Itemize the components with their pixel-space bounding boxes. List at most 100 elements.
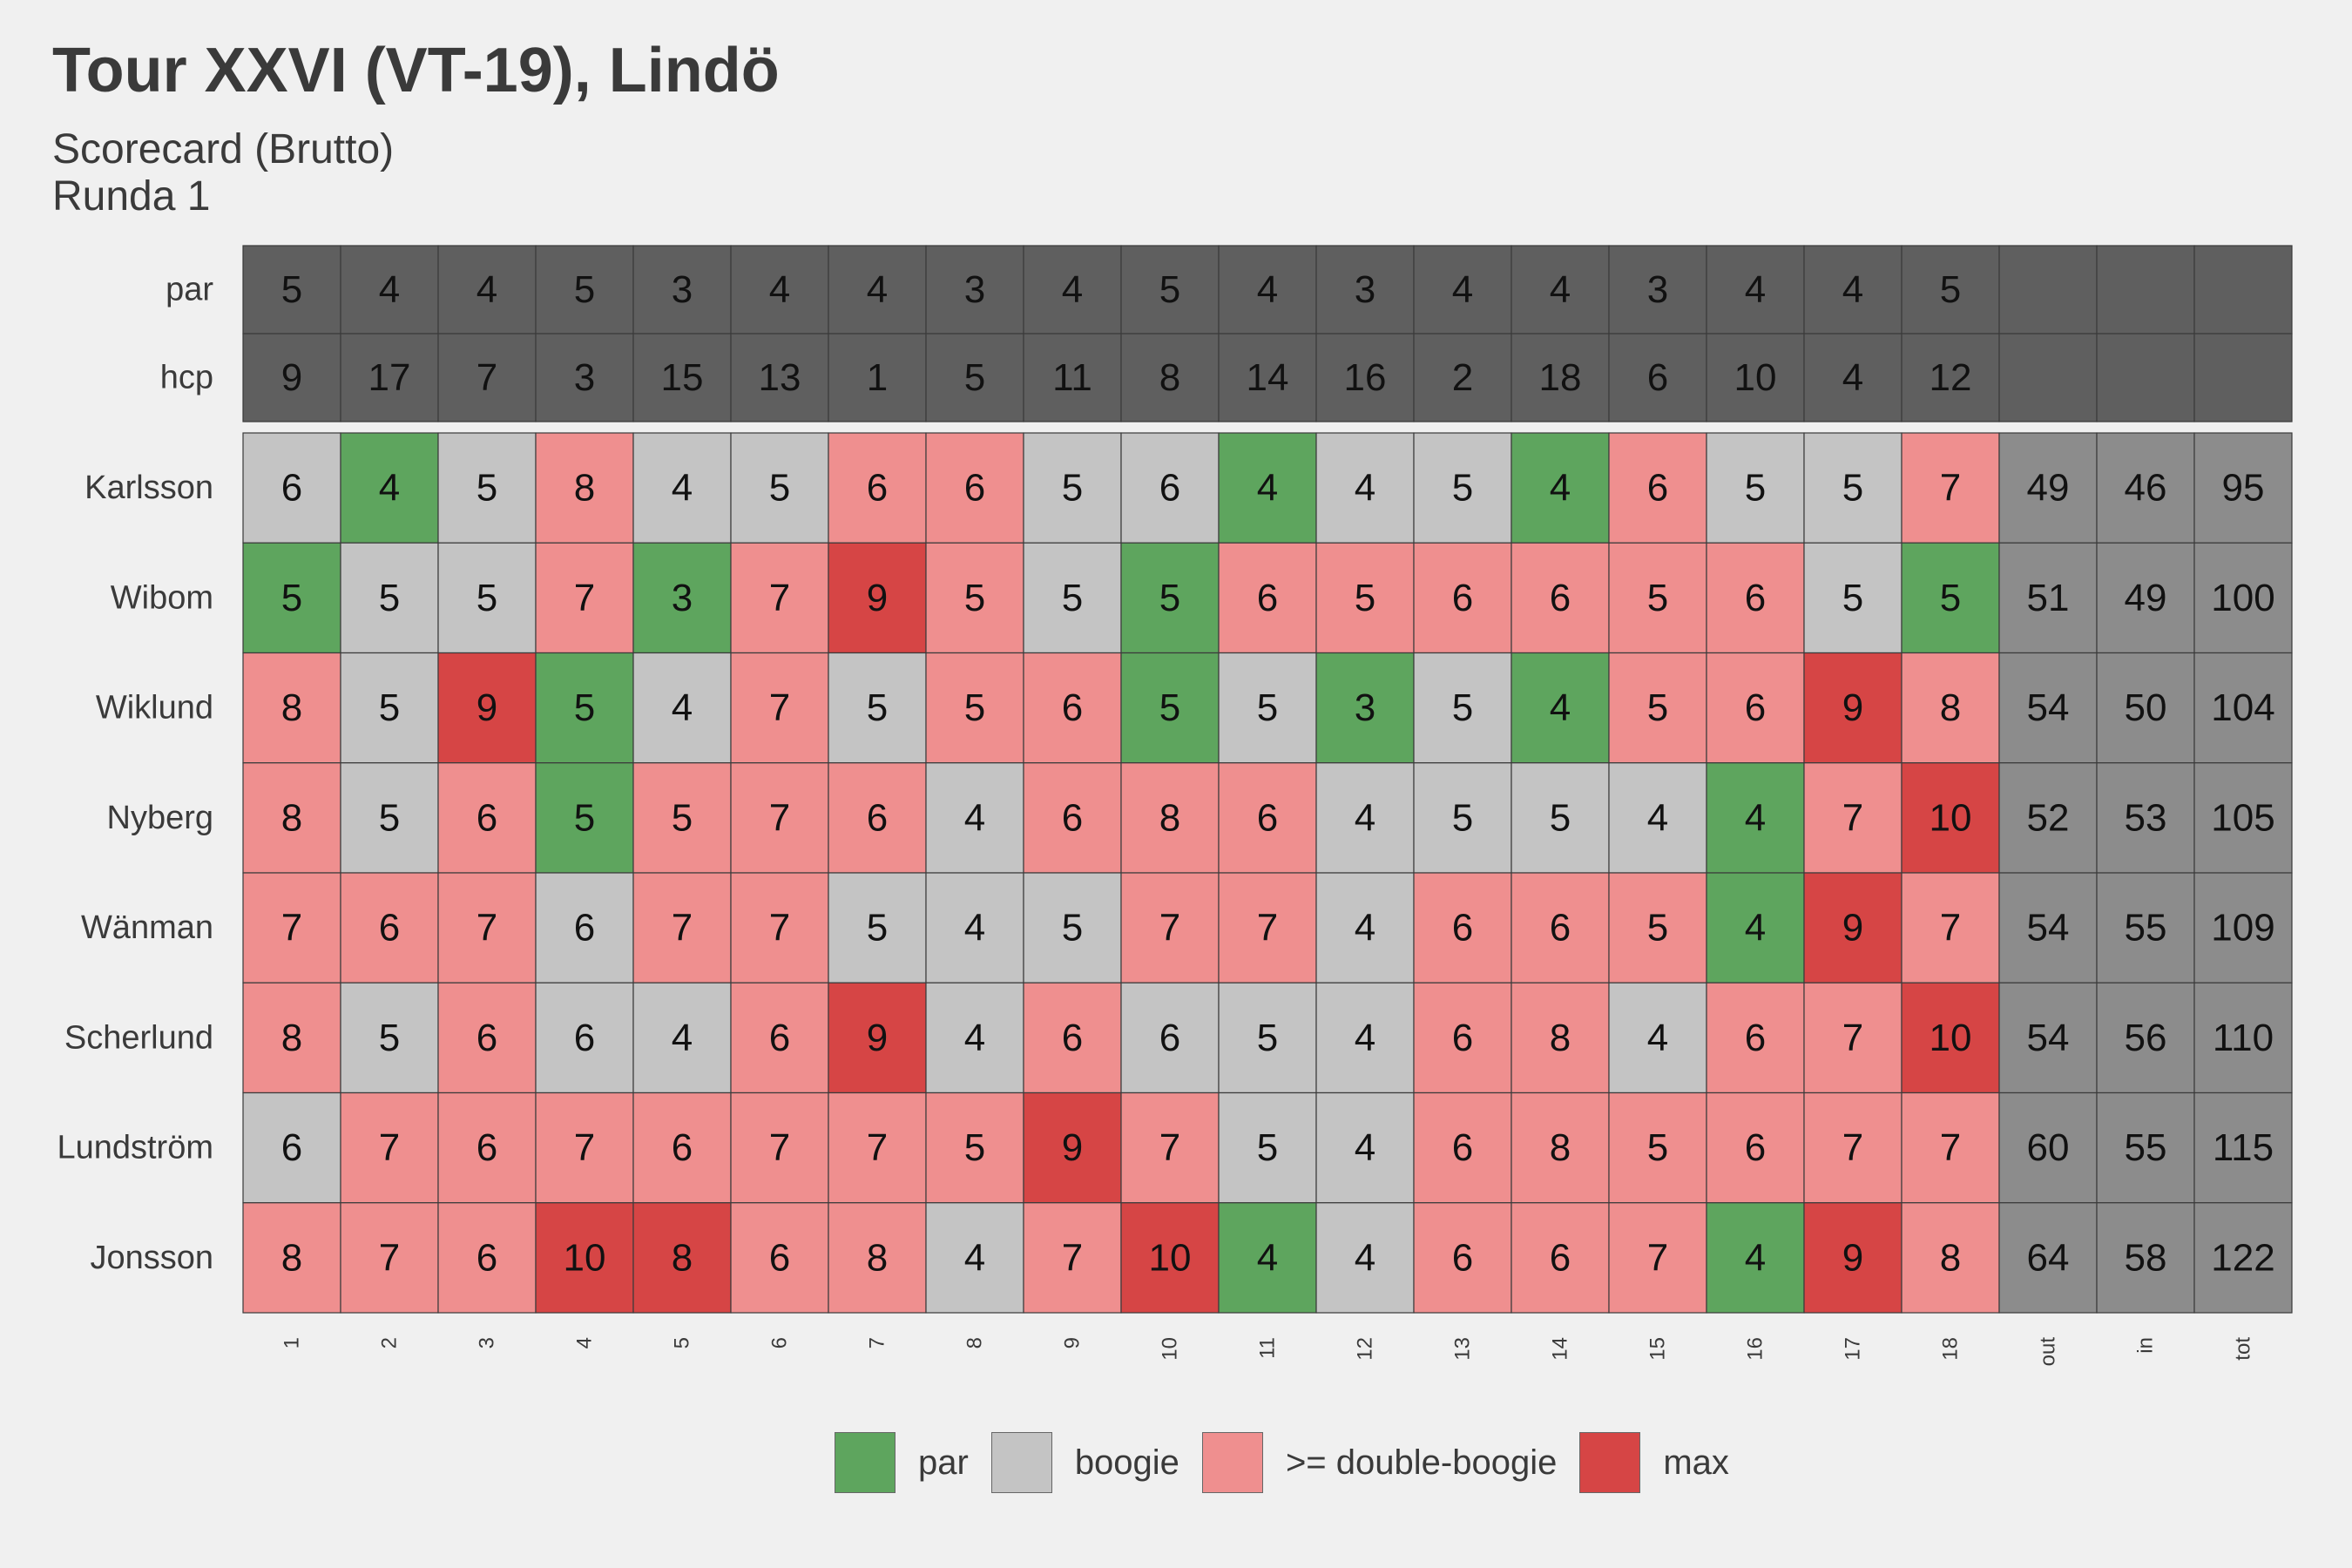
score-value: 6 <box>964 467 985 510</box>
score-value: 8 <box>672 1236 693 1279</box>
hcp-cell <box>1023 333 1122 422</box>
total-value: 110 <box>2213 1017 2274 1059</box>
score-value: 7 <box>476 907 497 950</box>
score-value: 5 <box>379 686 400 729</box>
score-cell <box>1120 872 1220 983</box>
par-value: 3 <box>1355 268 1375 311</box>
column-label: tot <box>2232 1337 2255 1361</box>
score-value: 6 <box>1257 577 1278 619</box>
total-cell <box>2096 432 2195 544</box>
score-cell <box>535 982 634 1094</box>
hcp-cell <box>437 333 537 422</box>
total-value: 100 <box>2211 577 2274 619</box>
score-cell <box>925 872 1024 983</box>
hcp-value: 6 <box>1647 356 1668 399</box>
par-cell <box>1413 245 1512 335</box>
score-value: 6 <box>379 907 400 950</box>
score-cell <box>242 762 341 874</box>
column-label: 15 <box>1646 1337 1670 1361</box>
score-cell <box>1608 652 1707 764</box>
score-cell <box>1413 652 1512 764</box>
chart-subtitle: Scorecard (Brutto) Runda 1 <box>52 126 394 220</box>
score-value: 5 <box>281 577 302 619</box>
score-cell <box>828 762 927 874</box>
score-value: 4 <box>1257 1236 1278 1279</box>
legend-swatch-par <box>835 1432 896 1493</box>
hcp-value: 9 <box>281 356 302 399</box>
column-label: in <box>2134 1337 2158 1354</box>
column-label: 5 <box>671 1337 694 1348</box>
par-cell <box>828 245 927 335</box>
total-value: 115 <box>2213 1126 2274 1169</box>
score-cell <box>1218 872 1317 983</box>
score-cell <box>1901 652 2000 764</box>
score-cell <box>1608 432 1707 544</box>
score-cell <box>535 542 634 654</box>
par-value: 3 <box>1647 268 1668 311</box>
total-cell <box>2193 762 2293 874</box>
score-value: 6 <box>574 1017 595 1059</box>
total-cell <box>2096 1092 2195 1204</box>
column-label: 18 <box>1939 1337 1963 1361</box>
score-value: 6 <box>1452 1236 1473 1279</box>
score-value: 5 <box>1062 907 1083 950</box>
score-cell <box>1706 652 1805 764</box>
legend-label-double-boogie: >= double-boogie <box>1285 1443 1558 1482</box>
score-cell <box>1803 542 1903 654</box>
score-value: 6 <box>1452 1126 1473 1169</box>
score-value: 3 <box>1355 686 1375 729</box>
total-value: 50 <box>2125 686 2167 729</box>
total-value: 46 <box>2125 467 2167 510</box>
column-label: 2 <box>378 1337 402 1348</box>
hcp-value: 8 <box>1159 356 1180 399</box>
score-value: 6 <box>1550 907 1571 950</box>
score-value: 6 <box>476 796 497 839</box>
score-cell <box>925 982 1024 1094</box>
player-name: Wiklund <box>96 690 213 727</box>
score-cell <box>340 872 439 983</box>
total-value: 95 <box>2222 467 2265 510</box>
score-cell <box>437 542 537 654</box>
score-value: 9 <box>1842 907 1863 950</box>
hcp-value: 3 <box>574 356 595 399</box>
score-cell <box>632 982 732 1094</box>
score-cell <box>1315 542 1415 654</box>
score-value: 6 <box>1745 577 1766 619</box>
score-value: 6 <box>476 1126 497 1169</box>
total-cell <box>2193 432 2293 544</box>
total-cell <box>1998 982 2098 1094</box>
score-cell <box>1803 1202 1903 1314</box>
score-value: 5 <box>379 796 400 839</box>
score-value: 10 <box>564 1236 606 1279</box>
score-value: 8 <box>1940 686 1961 729</box>
score-cell <box>535 652 634 764</box>
score-value: 5 <box>1159 577 1180 619</box>
score-cell <box>925 762 1024 874</box>
total-value: 49 <box>2125 577 2167 619</box>
par-cell <box>1120 245 1220 335</box>
score-value: 7 <box>769 1126 790 1169</box>
score-cell <box>535 1202 634 1314</box>
total-cell <box>1998 872 2098 983</box>
score-cell <box>1023 652 1122 764</box>
legend-item-double-boogie: >= double-boogie <box>1201 1432 1558 1493</box>
total-value: 56 <box>2125 1017 2167 1059</box>
hcp-value: 4 <box>1842 356 1863 399</box>
score-value: 10 <box>1149 1236 1192 1279</box>
score-cell <box>1511 542 1610 654</box>
score-cell <box>1608 872 1707 983</box>
score-value: 5 <box>769 467 790 510</box>
hcp-cell <box>632 333 732 422</box>
total-value: 60 <box>2027 1126 2070 1169</box>
column-label: 16 <box>1744 1337 1767 1361</box>
legend-label-par: par <box>918 1443 969 1482</box>
legend-item-par: par <box>835 1432 969 1493</box>
hcp-value: 14 <box>1247 356 1289 399</box>
hcp-value: 13 <box>759 356 801 399</box>
score-value: 4 <box>672 1017 693 1059</box>
score-value: 4 <box>672 686 693 729</box>
column-label: 17 <box>1842 1337 1865 1361</box>
score-cell <box>1218 652 1317 764</box>
score-value: 9 <box>867 1017 888 1059</box>
score-value: 7 <box>1842 1017 1863 1059</box>
